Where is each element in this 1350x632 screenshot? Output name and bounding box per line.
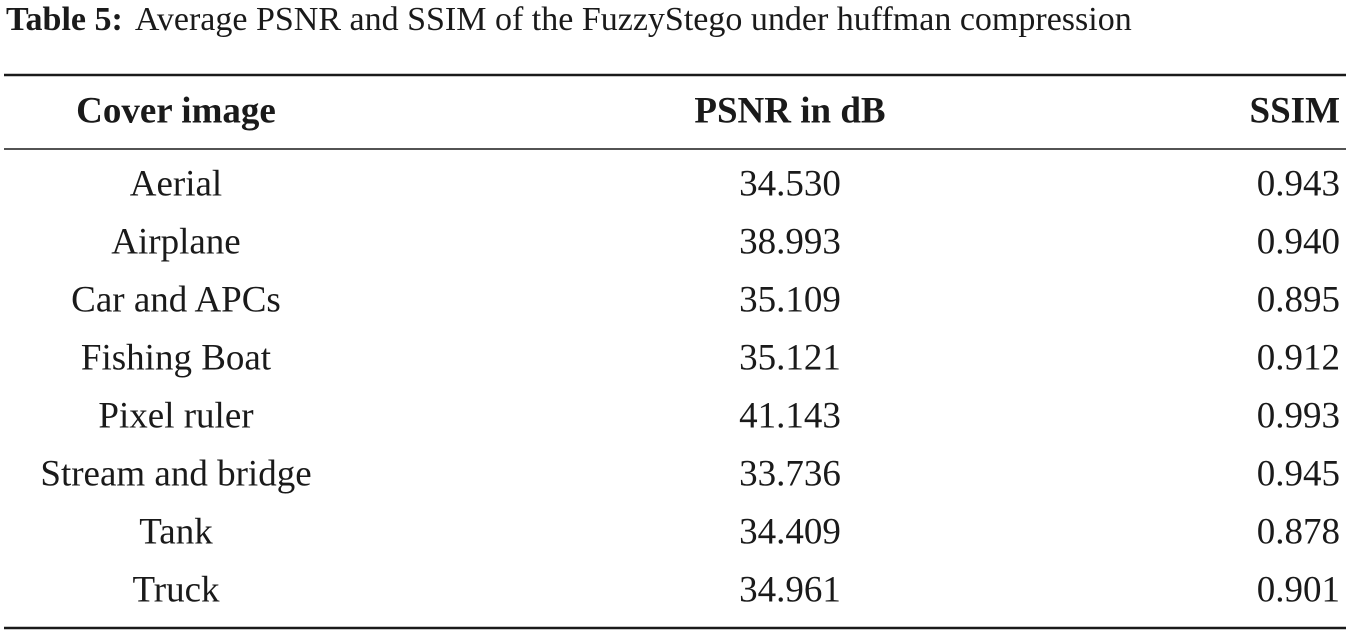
table-cell: Pixel ruler <box>98 395 253 436</box>
table-cell: 34.961 <box>739 569 841 610</box>
table-cell: 0.993 <box>1257 395 1340 436</box>
table-cell: 41.143 <box>739 395 841 436</box>
caption-text: Average PSNR and SSIM of the FuzzyStego … <box>135 1 1132 38</box>
column-header: SSIM <box>1250 90 1340 131</box>
table-cell: 0.912 <box>1257 337 1340 378</box>
table-cell: 34.530 <box>739 163 841 204</box>
table-cell: Truck <box>132 569 220 610</box>
table-cell: Stream and bridge <box>40 453 311 494</box>
table-cell: 0.878 <box>1257 511 1340 552</box>
table-cell: 33.736 <box>739 453 841 494</box>
caption-label: Table 5: <box>6 1 123 38</box>
table-cell: 35.109 <box>739 279 841 320</box>
table-cell: Aerial <box>130 163 222 204</box>
caption: Table 5: Average PSNR and SSIM of the Fuz… <box>6 1 1132 38</box>
table-cell: Tank <box>139 511 213 552</box>
column-header: Cover image <box>76 90 276 131</box>
table-cell: 0.940 <box>1257 221 1340 262</box>
table-cell: 34.409 <box>739 511 841 552</box>
table-cell: 38.993 <box>739 221 841 262</box>
table-cell: Car and APCs <box>71 279 281 320</box>
table-cell: 35.121 <box>739 337 841 378</box>
table-cell: Airplane <box>111 221 240 262</box>
column-header: PSNR in dB <box>694 90 885 131</box>
table-cell: 0.895 <box>1257 279 1340 320</box>
table-cell: 0.945 <box>1257 453 1340 494</box>
table-cell: Fishing Boat <box>81 337 272 378</box>
table-cell: 0.943 <box>1257 163 1340 204</box>
table-cell: 0.901 <box>1257 569 1340 610</box>
